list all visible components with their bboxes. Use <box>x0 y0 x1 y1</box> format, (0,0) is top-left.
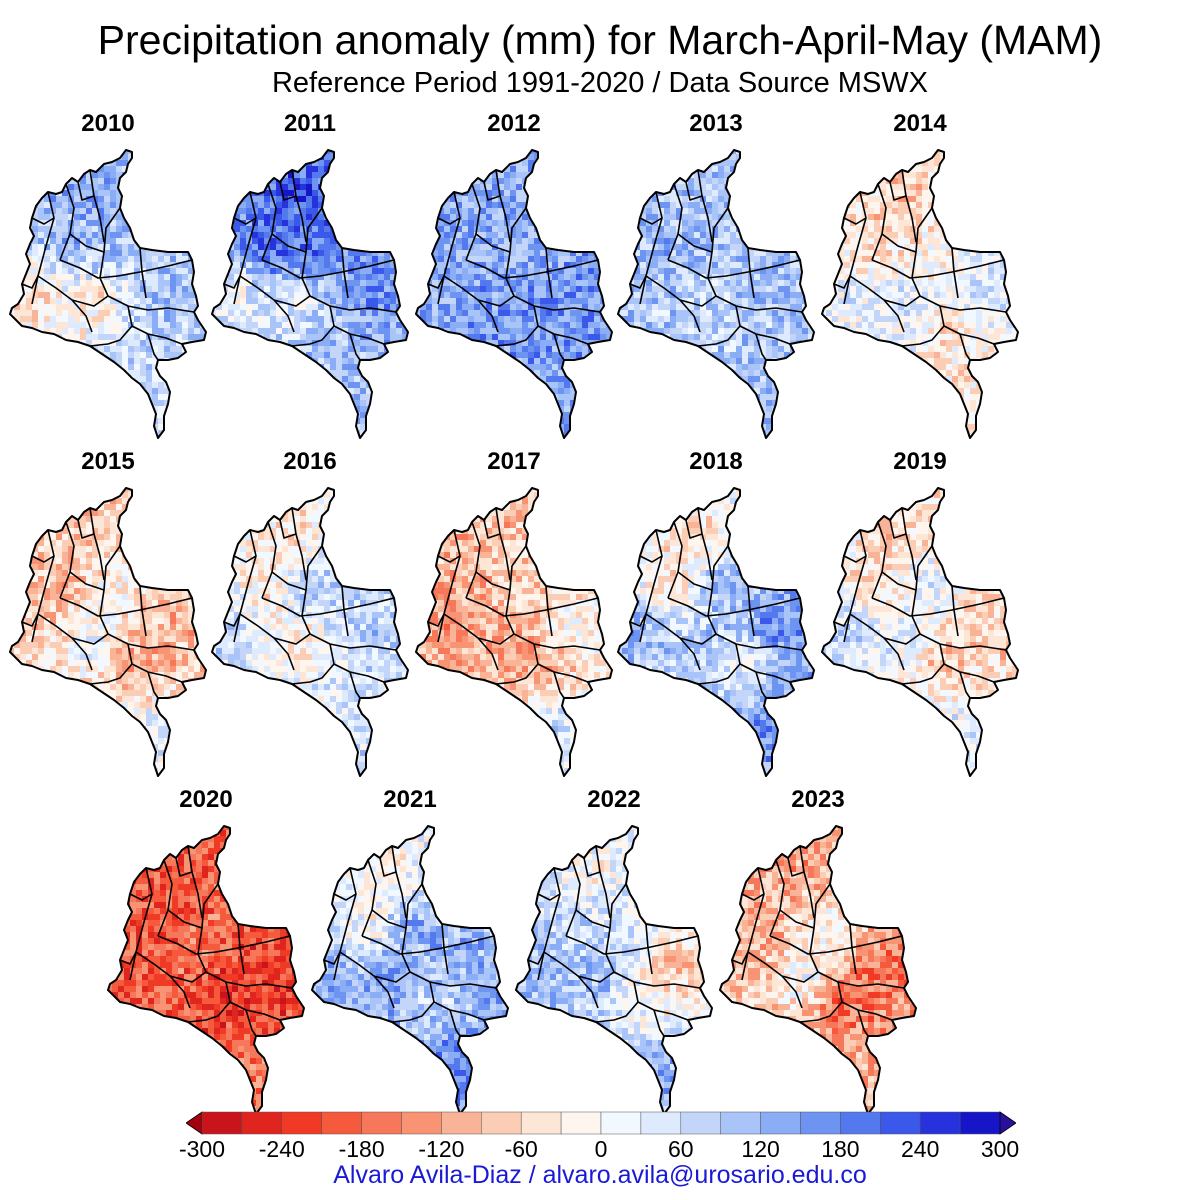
panel-year-label: 2019 <box>820 448 1020 476</box>
colombia-anomaly-map <box>211 487 409 777</box>
colorbar-segment <box>441 1111 482 1135</box>
colorbar-segment <box>361 1111 402 1135</box>
colorbar-segment <box>640 1111 682 1135</box>
colombia-anomaly-map <box>415 487 613 777</box>
panel-year-label: 2017 <box>414 448 614 476</box>
colorbar <box>186 1111 1016 1135</box>
map-panel-2021: 2021 <box>310 786 510 1116</box>
colorbar-tick-label: 180 <box>821 1136 859 1162</box>
colorbar-tick-label: 0 <box>595 1136 608 1162</box>
colorbar-tick-label: 240 <box>901 1136 939 1162</box>
colombia-anomaly-map <box>211 149 409 439</box>
map-panel-2015: 2015 <box>8 448 208 778</box>
colorbar-segment <box>520 1111 562 1135</box>
colombia-anomaly-map <box>617 149 815 439</box>
panel-year-label: 2011 <box>210 110 410 138</box>
figure-title: Precipitation anomaly (mm) for March-Apr… <box>0 16 1200 64</box>
colorbar-segment <box>919 1111 961 1135</box>
colorbar-segment <box>720 1111 761 1135</box>
colombia-anomaly-map <box>617 487 815 777</box>
panel-year-label: 2022 <box>514 786 714 814</box>
colombia-anomaly-map <box>107 825 305 1115</box>
colombia-anomaly-map <box>9 149 207 439</box>
colorbar-tick-label: 120 <box>741 1136 779 1162</box>
map-panel-2017: 2017 <box>414 448 614 778</box>
panel-year-label: 2016 <box>210 448 410 476</box>
colombia-anomaly-map <box>821 149 1019 439</box>
figure-subtitle: Reference Period 1991-2020 / Data Source… <box>0 66 1200 100</box>
colorbar-max-arrow <box>999 1111 1016 1135</box>
colorbar-tick-label: -180 <box>339 1136 385 1162</box>
colorbar-segment <box>840 1111 881 1135</box>
colorbar-segment <box>760 1111 801 1135</box>
colombia-anomaly-map <box>9 487 207 777</box>
author-credit: Alvaro Avila-Diaz / alvaro.avila@urosari… <box>0 1160 1200 1190</box>
colorbar-segment <box>201 1111 243 1135</box>
colorbar-segment <box>959 1111 1001 1135</box>
colorbar-tick-label: -240 <box>259 1136 305 1162</box>
colorbar-segment <box>800 1111 841 1135</box>
colorbar-tick-label: 60 <box>668 1136 694 1162</box>
map-panel-2023: 2023 <box>718 786 918 1116</box>
map-panel-2020: 2020 <box>106 786 306 1116</box>
panel-year-label: 2023 <box>718 786 918 814</box>
colorbar-segment <box>600 1111 642 1135</box>
colorbar-segment <box>281 1111 322 1135</box>
map-panel-2014: 2014 <box>820 110 1020 440</box>
colorbar-segment <box>880 1111 921 1135</box>
map-panel-2013: 2013 <box>616 110 816 440</box>
colorbar-tick-label: 300 <box>981 1136 1019 1162</box>
map-panel-2012: 2012 <box>414 110 614 440</box>
map-panel-2019: 2019 <box>820 448 1020 778</box>
panel-year-label: 2010 <box>8 110 208 138</box>
colorbar-segment <box>680 1111 721 1135</box>
colombia-anomaly-map <box>311 825 509 1115</box>
colorbar-tick-label: -60 <box>505 1136 538 1162</box>
map-panel-2018: 2018 <box>616 448 816 778</box>
panel-year-label: 2012 <box>414 110 614 138</box>
colombia-anomaly-map <box>515 825 713 1115</box>
panel-year-label: 2021 <box>310 786 510 814</box>
map-panel-2010: 2010 <box>8 110 208 440</box>
map-panel-2022: 2022 <box>514 786 714 1116</box>
panel-year-label: 2015 <box>8 448 208 476</box>
map-panel-2011: 2011 <box>210 110 410 440</box>
map-panel-2016: 2016 <box>210 448 410 778</box>
colorbar-segment <box>560 1111 602 1135</box>
colorbar-segment <box>401 1111 442 1135</box>
colorbar-tick-label: -300 <box>179 1136 225 1162</box>
panel-year-label: 2020 <box>106 786 306 814</box>
colorbar-segment <box>241 1111 283 1135</box>
panel-year-label: 2014 <box>820 110 1020 138</box>
colorbar-tick-label: -120 <box>418 1136 464 1162</box>
panel-year-label: 2018 <box>616 448 816 476</box>
colorbar-min-arrow <box>186 1111 203 1135</box>
colombia-anomaly-map <box>719 825 917 1115</box>
colorbar-segment <box>321 1111 362 1135</box>
colorbar-segment <box>481 1111 522 1135</box>
panel-year-label: 2013 <box>616 110 816 138</box>
colombia-anomaly-map <box>821 487 1019 777</box>
colombia-anomaly-map <box>415 149 613 439</box>
